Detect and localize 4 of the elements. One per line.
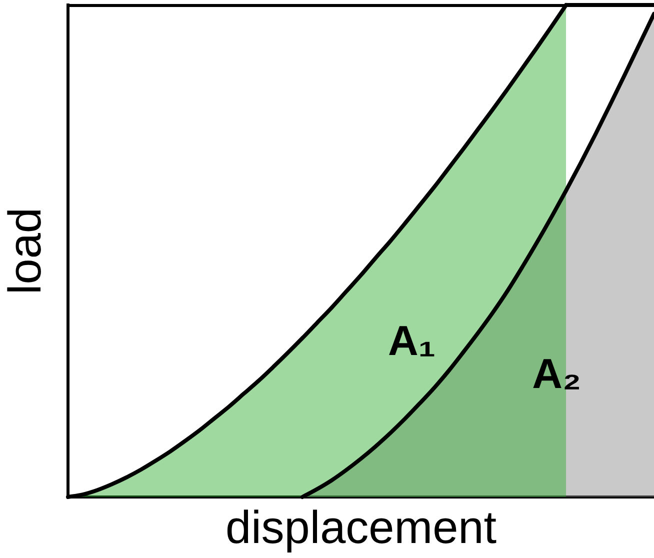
- annotation: A₂: [532, 350, 582, 397]
- x-axis-title: displacement: [225, 501, 497, 554]
- annotation: A₁: [388, 316, 436, 364]
- y-axis-title: load: [0, 208, 50, 294]
